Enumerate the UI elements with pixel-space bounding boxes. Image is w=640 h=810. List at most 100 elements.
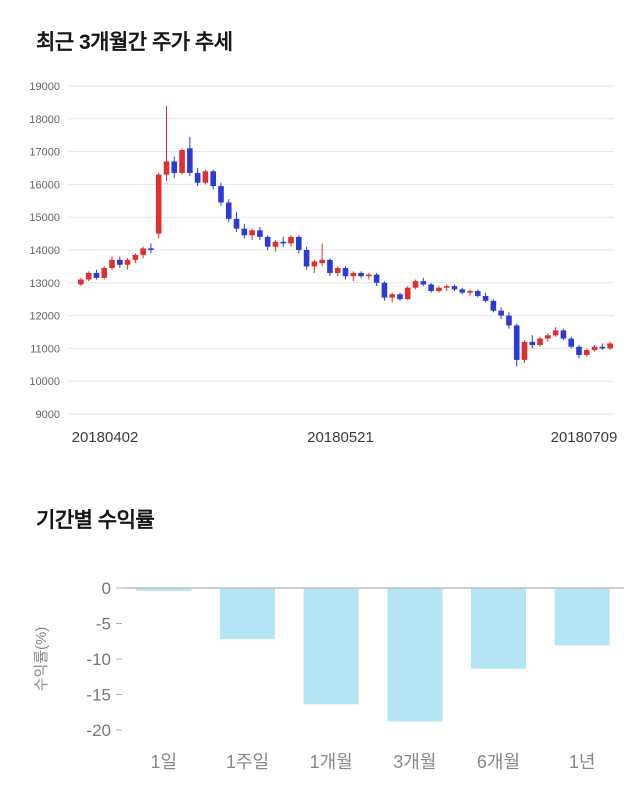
return-bar: [471, 588, 526, 669]
y-tick-label: -5: [96, 615, 111, 634]
y-tick-label: 16000: [29, 179, 60, 191]
candle-body: [93, 272, 100, 278]
candle-body: [257, 230, 263, 237]
candle-body: [373, 274, 380, 283]
candle-body: [117, 259, 123, 265]
candle-body: [210, 171, 216, 187]
y-tick-label: 18000: [29, 114, 60, 126]
candle-body: [163, 161, 170, 175]
candle-body: [412, 281, 419, 288]
x-axis-label: 20180402: [72, 429, 139, 446]
candle-body: [280, 241, 287, 244]
candle-body: [194, 172, 201, 183]
candle-body: [319, 259, 325, 264]
candle-body: [296, 236, 302, 250]
candle-body: [607, 343, 613, 349]
candle-body: [521, 341, 528, 360]
candle-body: [389, 294, 395, 298]
y-tick-label: 17000: [29, 147, 60, 159]
price-candlestick-chart: 9000 10000 11000 12000 13000 14000 15000 16000 1…: [29, 81, 618, 446]
candle-body: [187, 148, 193, 173]
return-bar: [303, 588, 359, 705]
candle-body: [490, 300, 497, 311]
return-bar: [387, 588, 443, 722]
candle-body: [404, 287, 411, 300]
candle-body: [568, 338, 574, 347]
candle-body: [272, 241, 279, 247]
candle-body: [264, 236, 271, 247]
candle-body: [537, 338, 543, 346]
y-axis-title: 수익률(%): [33, 627, 50, 692]
candle-body: [560, 330, 567, 339]
y-tick-label: -20: [86, 721, 111, 740]
candle-body: [327, 259, 333, 273]
candle-body: [334, 268, 341, 273]
candle-body: [420, 281, 427, 285]
period-returns-title: 기간별 수익률: [36, 509, 155, 532]
candle-body: [233, 218, 240, 229]
candle-body: [381, 282, 388, 298]
price-trend-title: 최근 3개월간 주가 추세: [36, 31, 233, 54]
candle-body: [482, 295, 489, 301]
candle-body: [459, 289, 466, 293]
y-tick-label: 9000: [36, 409, 60, 421]
category-label: 6개월: [477, 752, 520, 772]
candle-body: [576, 346, 582, 355]
return-bar: [220, 588, 275, 640]
candle-body: [513, 325, 520, 360]
y-tick-label: 0: [102, 579, 111, 598]
returns-bar-chart: 0 -5 -10 -15 -20 1일 1주일 1개월 3개월 6개월 1년 수익률(%): [33, 579, 624, 772]
y-tick-label: 15000: [29, 212, 60, 224]
candle-body: [140, 248, 146, 255]
y-tick-label: -10: [86, 650, 111, 669]
candle-body: [498, 310, 504, 316]
candle-body: [397, 294, 403, 300]
candle-body: [358, 272, 364, 277]
candle-body: [148, 248, 154, 250]
candle-body: [171, 161, 178, 173]
candle-body: [155, 174, 162, 234]
candle-body: [202, 171, 209, 183]
candle-body: [428, 284, 434, 291]
candle-body: [342, 268, 349, 277]
candle-body: [132, 254, 139, 260]
candle-body: [288, 236, 294, 244]
candle-body: [599, 346, 606, 349]
candle-body: [506, 315, 512, 326]
category-label: 3개월: [393, 752, 436, 772]
candle-body: [78, 279, 84, 285]
category-label: 1년: [569, 752, 596, 772]
candle-body: [124, 259, 131, 265]
candle-body: [436, 287, 442, 291]
candle-body: [451, 286, 458, 290]
candle-body: [443, 286, 450, 288]
candle-body: [552, 330, 559, 336]
candle-body: [249, 230, 255, 236]
return-bar: [554, 588, 610, 646]
y-tick-label: 19000: [29, 81, 60, 93]
candle-body: [85, 272, 92, 280]
x-axis-label: 20180709: [551, 429, 618, 446]
candle-body: [350, 272, 357, 277]
y-tick-label: 12000: [29, 311, 60, 323]
y-tick-label: 13000: [29, 278, 60, 290]
x-axis-label: 20180521: [307, 429, 374, 446]
candle-body: [475, 291, 481, 296]
candle-body: [241, 228, 248, 236]
y-tick-label: 11000: [30, 343, 60, 355]
candle-body: [101, 268, 108, 278]
candle-body: [303, 250, 310, 267]
candle-body: [529, 341, 536, 346]
category-label: 1일: [151, 752, 178, 772]
y-tick-label: 14000: [29, 245, 60, 257]
candle-body: [311, 261, 318, 267]
candle-body: [109, 259, 115, 269]
candle-body: [583, 350, 590, 355]
category-label: 1개월: [310, 752, 353, 772]
candle-body: [467, 291, 473, 293]
candle-body: [545, 335, 551, 339]
return-bar: [136, 588, 192, 591]
candle-body: [225, 202, 232, 219]
candle-body: [218, 186, 224, 203]
y-tick-label: -15: [86, 686, 111, 705]
